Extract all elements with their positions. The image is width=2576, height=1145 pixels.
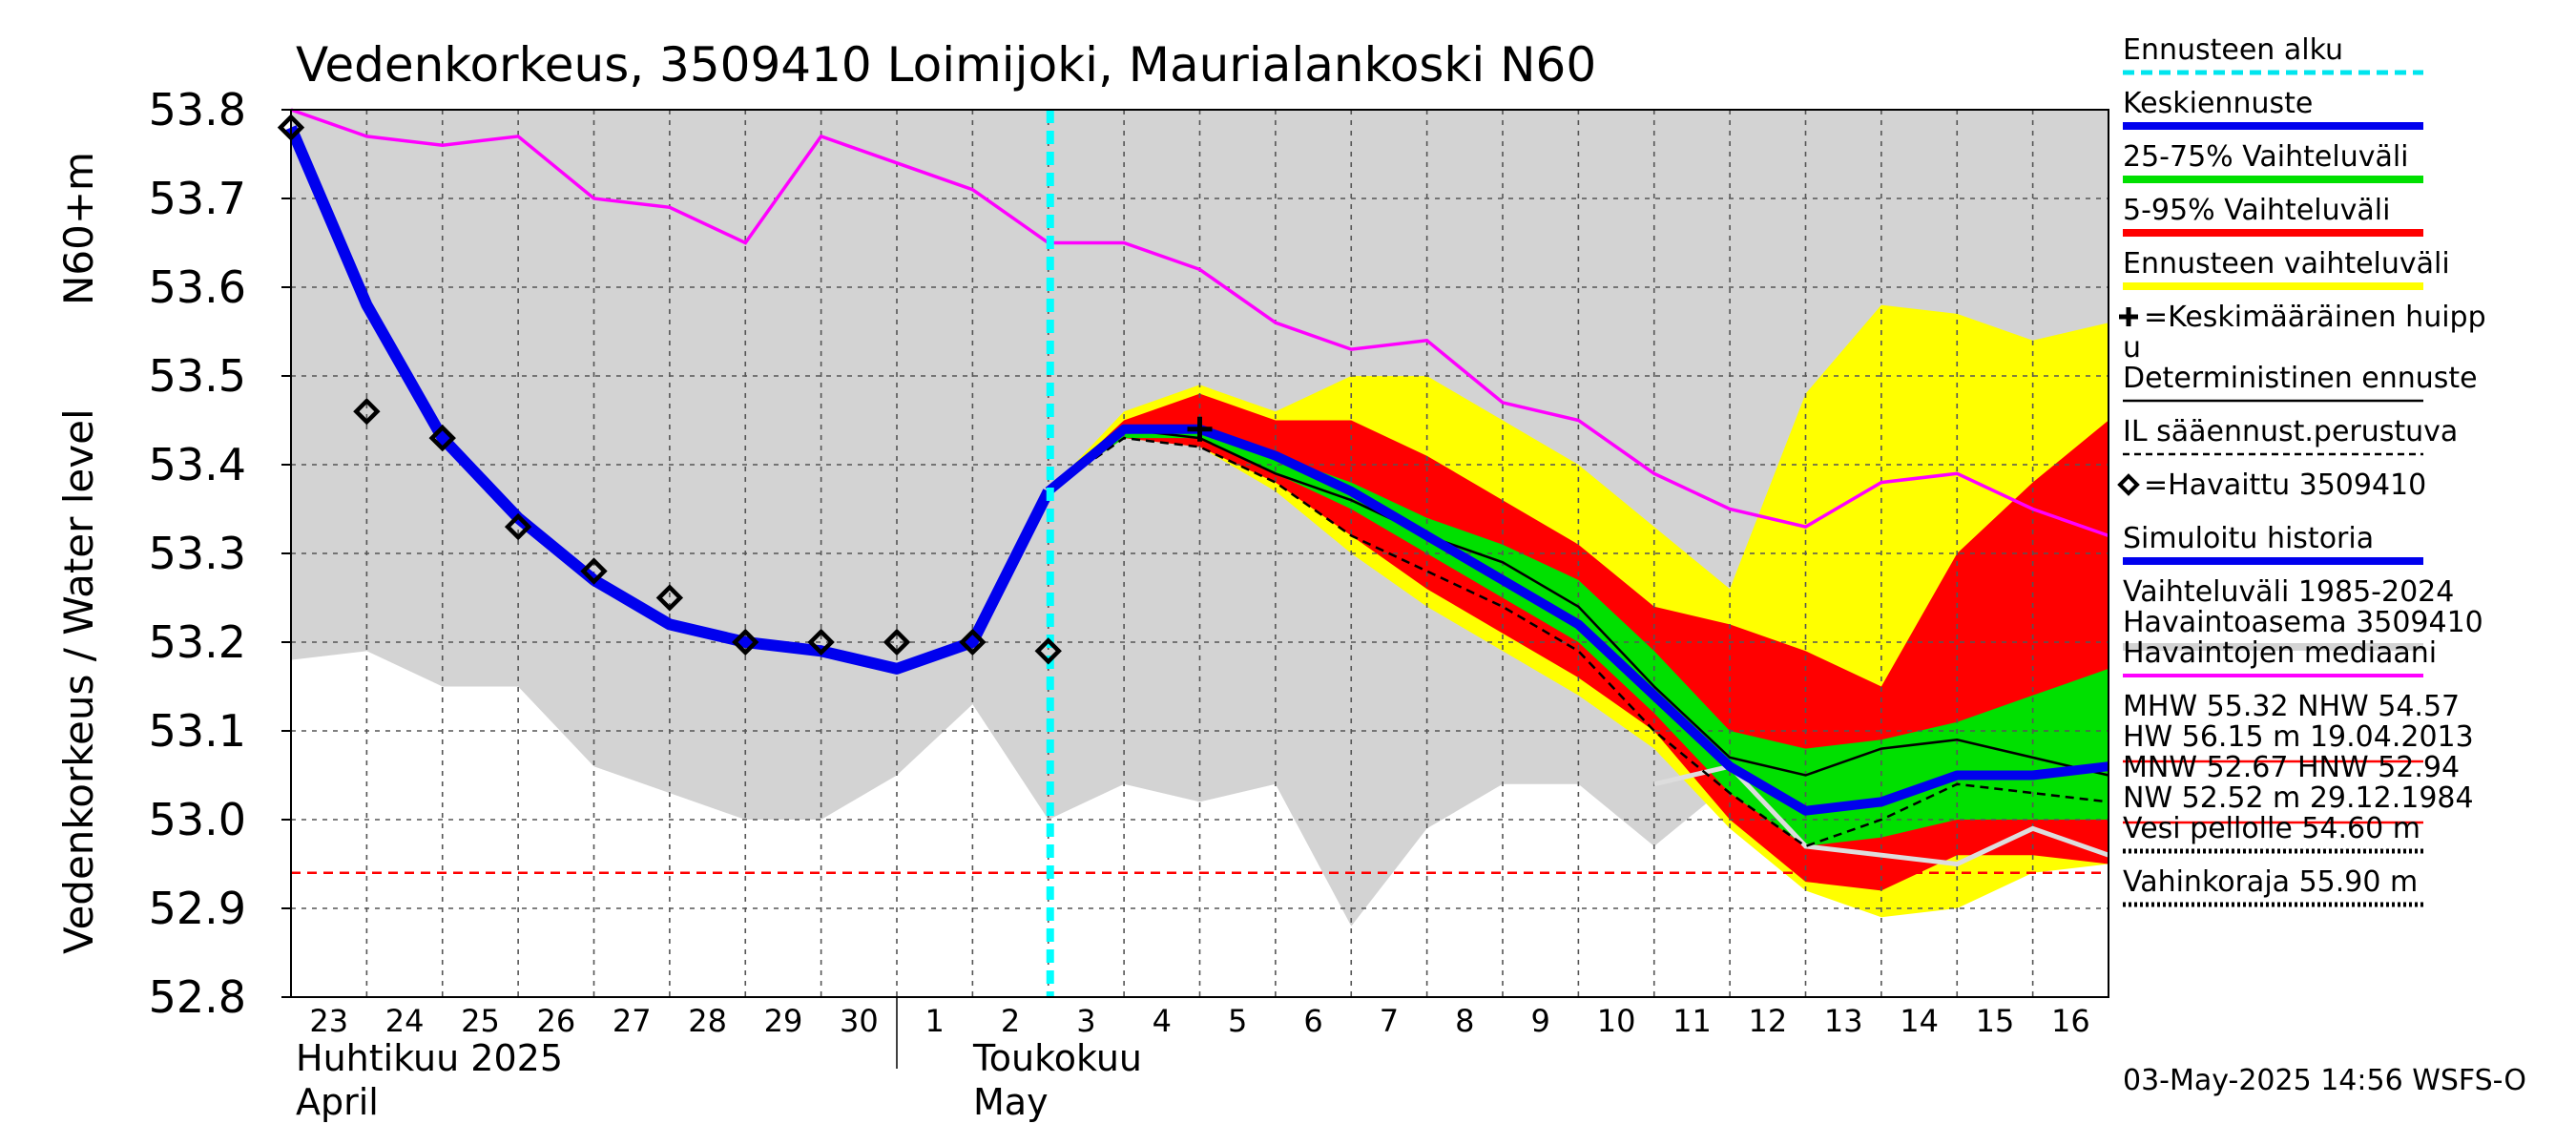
x-tick-label: 11	[1672, 1003, 1712, 1039]
month-label-may-fi: Toukokuu	[972, 1037, 1142, 1079]
month-label-april-en: April	[296, 1081, 379, 1123]
x-tick-label: 7	[1380, 1003, 1399, 1039]
legend-label-secondary: u	[2123, 331, 2141, 364]
observed-point	[959, 628, 987, 656]
legend-label: Keskiennuste	[2123, 87, 2313, 120]
legend-label: Vaihteluväli 1985-2024	[2123, 575, 2454, 609]
observed-point	[883, 628, 911, 656]
x-tick-label: 10	[1597, 1003, 1636, 1039]
x-tick-label: 26	[536, 1003, 575, 1039]
y-axis-ticks: 52.8 52.9 53.0 53.1 53.2 53.3 53.4 53.5 53.6 53.7…	[149, 84, 291, 1023]
legend-label: =Keskimääräinen huipp	[2144, 301, 2486, 334]
legend-label: Deterministinen ennuste	[2123, 362, 2478, 395]
y-tick-label: 52.8	[149, 971, 246, 1023]
x-tick-label: 9	[1531, 1003, 1550, 1039]
observed-point	[353, 398, 381, 426]
il-forecast-line	[1048, 436, 2109, 848]
simulated-history-line	[285, 125, 1054, 675]
legend-label: Ennusteen vaihteluväli	[2123, 247, 2450, 281]
observed-point	[428, 424, 456, 452]
y-tick-label: 52.9	[149, 883, 246, 934]
x-tick-label: 16	[2051, 1003, 2090, 1039]
observation-median-line	[290, 108, 2109, 538]
x-tick-label: 25	[461, 1003, 500, 1039]
x-tick-label: 6	[1303, 1003, 1322, 1039]
x-tick-label: 28	[688, 1003, 727, 1039]
legend-label: 5-95% Vaihteluväli	[2123, 194, 2390, 227]
observed-point	[807, 628, 835, 656]
x-tick-label: 29	[764, 1003, 803, 1039]
x-tick-label: 23	[309, 1003, 348, 1039]
chart-title: Vedenkorkeus, 3509410 Loimijoki, Maurial…	[296, 37, 1596, 93]
x-tick-label: 3	[1076, 1003, 1095, 1039]
x-tick-label: 24	[385, 1003, 425, 1039]
month-label-april-fi: Huhtikuu 2025	[296, 1037, 563, 1079]
y-tick-label: 53.3	[149, 528, 246, 579]
x-tick-label: 13	[1824, 1003, 1863, 1039]
observed-point	[504, 512, 532, 541]
x-tick-label: 27	[613, 1003, 652, 1039]
legend-label: IL sääennust.perustuva	[2123, 415, 2458, 448]
footer-timestamp: 03-May-2025 14:56 WSFS-O	[2123, 1064, 2526, 1097]
x-axis-ticks: 23 24 25 26 27 28 29 30 1 2 3 4 5 6 7 8 9 10 11 12 13 14 15 16	[309, 1003, 2089, 1039]
x-tick-label: 1	[925, 1003, 945, 1039]
legend-label: Vesi pellolle 54.60 m	[2123, 812, 2420, 845]
x-tick-label: 15	[1976, 1003, 2015, 1039]
legend-label: =Havaittu 3509410	[2144, 468, 2426, 502]
legend: Ennusteen alku Keskiennuste 25-75% Vaihtel…	[2117, 33, 2486, 907]
legend-label-secondary: NW 52.52 m 29.12.1984	[2123, 781, 2474, 815]
y-tick-label: 53.1	[149, 705, 246, 757]
observed-point	[655, 584, 684, 612]
legend-label-secondary: Havaintoasema 3509410	[2123, 606, 2483, 639]
x-tick-label: 5	[1228, 1003, 1247, 1039]
observed-point	[1034, 637, 1062, 665]
legend-label: MNW 52.67 HNW 52.94	[2123, 751, 2460, 784]
month-label-may-en: May	[973, 1081, 1049, 1123]
legend-label: Vahinkoraja 55.90 m	[2123, 865, 2418, 899]
y-tick-label: 53.4	[149, 439, 246, 490]
x-tick-label: 2	[1001, 1003, 1020, 1039]
legend-label: 25-75% Vaihteluväli	[2123, 140, 2409, 174]
y-tick-label: 53.6	[149, 261, 246, 313]
mean-peak-marker	[1187, 416, 1213, 442]
legend-label: Simuloitu historia	[2123, 522, 2374, 555]
legend-label: MHW 55.32 NHW 54.57	[2123, 690, 2460, 723]
deterministic-forecast-line	[1048, 427, 2109, 777]
y-tick-label: 53.0	[149, 794, 246, 845]
plot-area	[277, 108, 2109, 1069]
y-tick-label: 53.5	[149, 350, 246, 402]
legend-diamond-icon	[2117, 473, 2140, 496]
legend-label: Ennusteen alku	[2123, 33, 2343, 67]
x-tick-label: 14	[1900, 1003, 1939, 1039]
legend-plus-icon	[2119, 307, 2138, 326]
median-forecast-line	[1045, 424, 2109, 816]
x-tick-label: 30	[840, 1003, 879, 1039]
y-tick-label: 53.2	[149, 616, 246, 668]
x-tick-label: 4	[1153, 1003, 1172, 1039]
observed-point	[732, 628, 759, 656]
y-axis-unit-label: N60+m	[55, 152, 102, 305]
legend-label-secondary: HW 56.15 m 19.04.2013	[2123, 720, 2474, 754]
y-axis-label: Vedenkorkeus / Water level	[55, 408, 102, 954]
legend-label: Havaintojen mediaani	[2123, 636, 2437, 670]
y-tick-label: 53.7	[149, 173, 246, 224]
observed-point	[580, 557, 608, 585]
x-tick-label: 12	[1748, 1003, 1787, 1039]
y-tick-label: 53.8	[149, 84, 246, 135]
x-tick-label: 8	[1455, 1003, 1474, 1039]
